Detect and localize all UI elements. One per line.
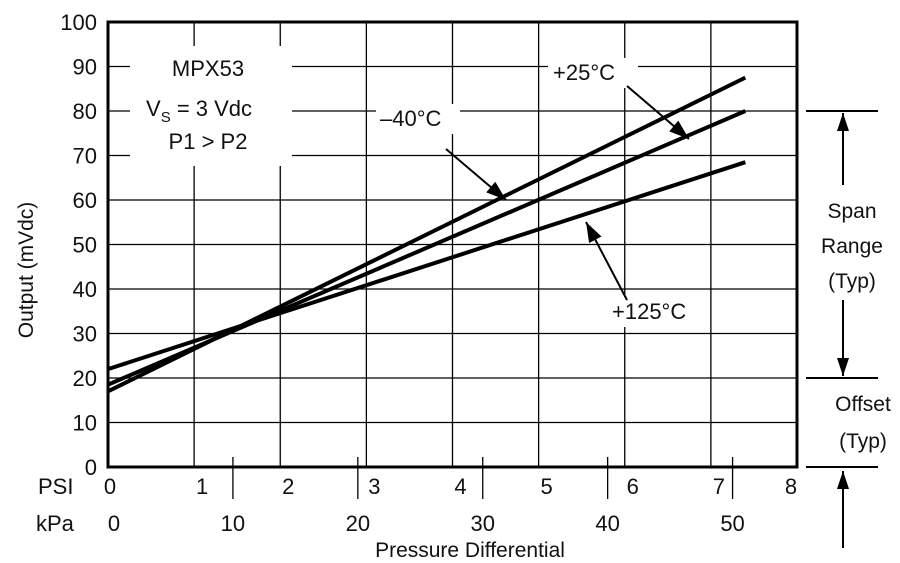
kpa-tick-label-0: 0 [108, 511, 120, 536]
psi-tick-labels: 0 1 2 3 4 5 6 7 8 [104, 474, 797, 499]
info-vs-value: = 3 Vdc [171, 96, 252, 121]
offset-label-line2: (Typ) [839, 430, 887, 453]
series-line-1 [107, 75, 747, 394]
kpa-tick-label-10: 10 [221, 511, 245, 536]
y-tick-label-50: 50 [73, 233, 97, 258]
psi-tick-label-3: 3 [368, 474, 380, 499]
kpa-tick-label-40: 40 [595, 511, 619, 536]
offset-up-arrow-head [837, 471, 849, 489]
info-box-background [130, 46, 292, 166]
y-tick-label-30: 30 [73, 322, 97, 347]
span-label-line3: (Typ) [828, 270, 876, 293]
series-label-25c: +25°C [553, 60, 615, 85]
info-vs-v: V [146, 96, 161, 121]
label-bg-25c [548, 58, 638, 88]
y-tick-label-0: 0 [85, 455, 97, 480]
span-down-arrow-head [837, 358, 849, 376]
series-label-125c: +125°C [612, 299, 686, 324]
psi-tick-label-5: 5 [541, 474, 553, 499]
pointer-arrows [445, 85, 690, 301]
offset-label-line1: Offset [835, 393, 891, 416]
psi-tick-label-0: 0 [104, 474, 116, 499]
series-label-minus40c: –40°C [380, 106, 442, 131]
kpa-tick-label-20: 20 [346, 511, 370, 536]
pointer-minus40c-head [486, 181, 506, 200]
y-tick-label-10: 10 [73, 411, 97, 436]
info-pressure-condition: P1 > P2 [169, 129, 248, 154]
y-tick-label-40: 40 [73, 277, 97, 302]
y-tick-label-90: 90 [73, 55, 97, 80]
kpa-tick-labels: 0 10 20 30 40 50 [108, 511, 745, 536]
kpa-tick-label-50: 50 [720, 511, 744, 536]
y-tick-label-70: 70 [73, 144, 97, 169]
psi-tick-label-2: 2 [282, 474, 294, 499]
pointer-125c-head [586, 222, 602, 243]
label-bg-minus40c [376, 104, 460, 134]
y-tick-label-80: 80 [73, 99, 97, 124]
psi-axis-label: PSI [38, 474, 73, 499]
y-tick-labels: 0 10 20 30 40 50 60 70 80 90 100 [60, 10, 97, 480]
span-label-line2: Range [821, 235, 883, 258]
pointer-25c-head [669, 120, 689, 139]
info-supply-voltage: VS = 3 Vdc [146, 96, 252, 126]
series-layer [107, 75, 747, 394]
kpa-axis-label: kPa [36, 511, 75, 536]
x-axis-label: Pressure Differential [375, 539, 565, 562]
plot-frame [106, 20, 799, 469]
span-label-line1: Span [827, 200, 876, 223]
y-tick-label-100: 100 [60, 10, 97, 35]
y-tick-label-20: 20 [73, 366, 97, 391]
psi-tick-label-7: 7 [713, 474, 725, 499]
kpa-tick-label-30: 30 [470, 511, 494, 536]
y-axis-label: Output (mVdc) [15, 202, 38, 339]
span-up-arrow-head [837, 113, 849, 131]
span-offset-annotation [806, 110, 878, 548]
info-model: MPX53 [172, 56, 244, 81]
info-vs-subscript: S [161, 109, 171, 126]
psi-tick-label-8: 8 [785, 474, 797, 499]
y-tick-label-60: 60 [73, 188, 97, 213]
label-bg-125c [609, 297, 705, 327]
psi-tick-label-6: 6 [627, 474, 639, 499]
psi-tick-label-1: 1 [196, 474, 208, 499]
psi-tick-label-4: 4 [454, 474, 466, 499]
series-line-2 [107, 160, 746, 372]
